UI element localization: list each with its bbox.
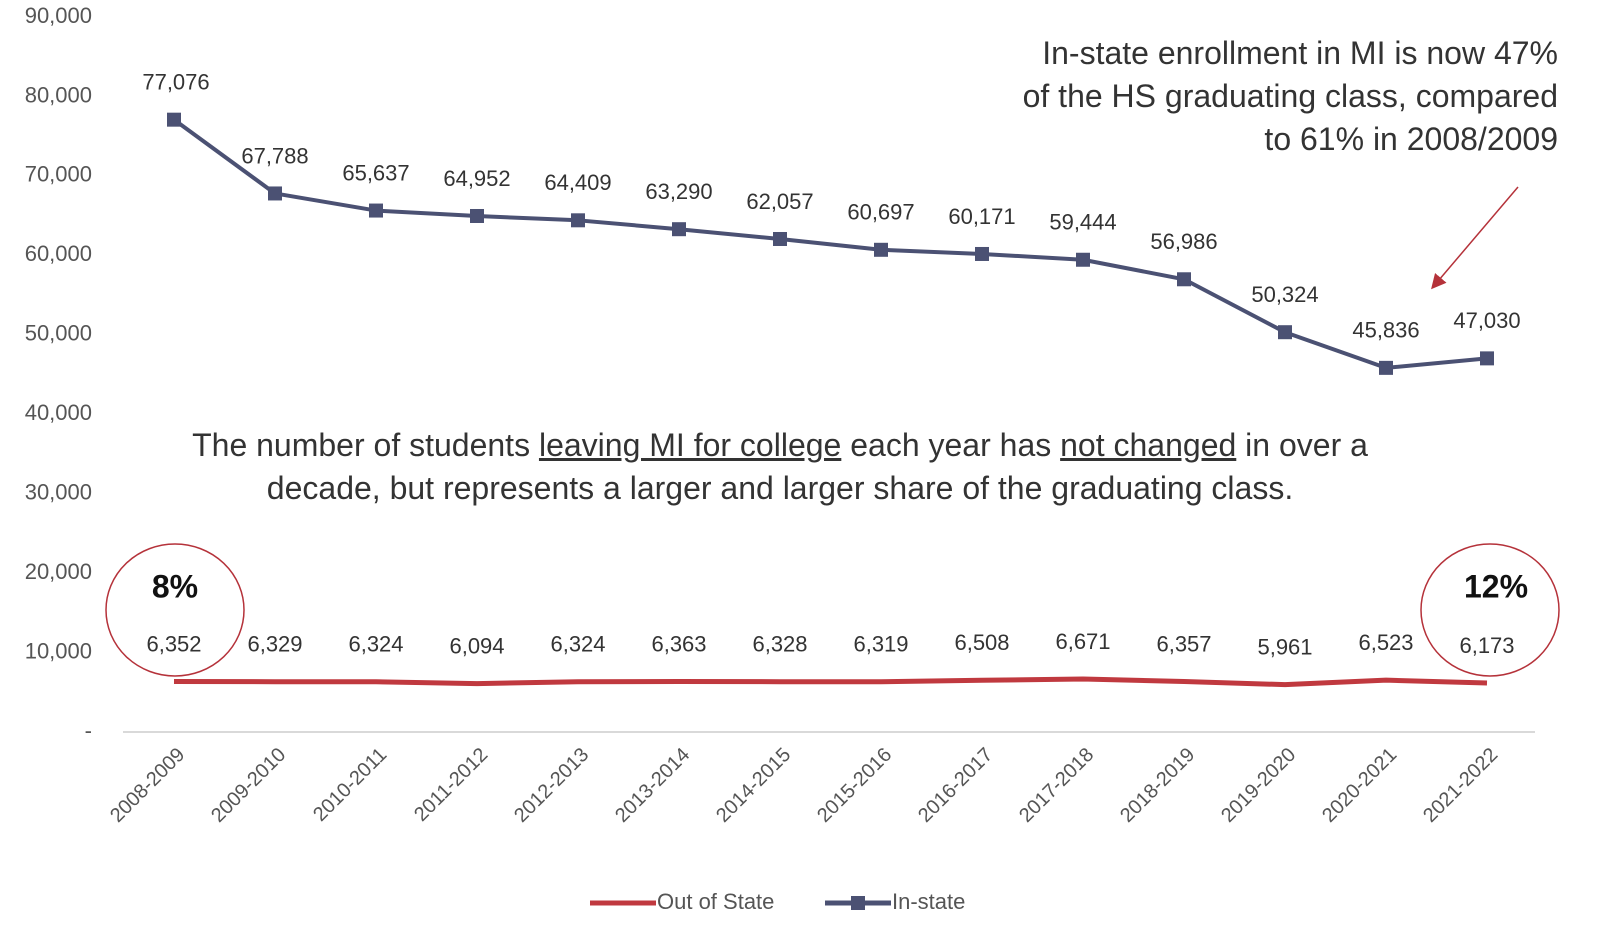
marker [672,222,686,237]
annotation-part: each year has [841,427,1061,463]
x-tick-label: 2019-2020 [1217,744,1300,827]
y-tick-label: 90,000 [25,3,92,28]
marker [1177,272,1191,287]
value-label: 5,961 [1257,634,1312,659]
annotation-part: not changed [1060,427,1237,463]
marker [874,242,888,257]
y-tick-label: 70,000 [25,162,92,187]
x-tick-label: 2020-2021 [1318,744,1401,827]
y-tick-label: 60,000 [25,241,92,266]
y-tick-label: 40,000 [25,400,92,425]
y-tick-label: 20,000 [25,559,92,584]
value-label: 60,171 [948,204,1015,229]
value-label: 6,094 [449,633,504,658]
circle-label: 8% [152,568,198,604]
value-label: 47,030 [1453,308,1520,333]
value-label: 6,328 [752,632,807,657]
value-label: 62,057 [746,189,813,214]
value-label: 56,986 [1150,229,1217,254]
value-label: 6,173 [1459,633,1514,658]
annotation-part: in over a decade, but represents a large… [266,427,1368,506]
value-label: 6,671 [1055,629,1110,654]
y-tick-label: 10,000 [25,638,92,663]
x-tick-label: 2012-2013 [510,744,593,827]
marker [975,246,989,261]
marker [1076,252,1090,267]
value-label: 63,290 [645,179,712,204]
annotation: The number of students leaving MI for co… [150,424,1410,510]
x-tick-label: 2016-2017 [914,744,997,827]
y-tick-label: 80,000 [25,82,92,107]
x-tick-label: 2017-2018 [1015,744,1098,827]
marker [470,208,484,223]
x-tick-label: 2018-2019 [1116,744,1199,827]
marker [167,112,181,127]
value-label: 6,352 [146,631,201,656]
x-tick-label: 2010-2011 [309,744,391,826]
value-label: 67,788 [241,143,308,168]
legend-label: Out of State [657,889,774,914]
legend-label: In-state [892,889,965,914]
value-label: 6,324 [348,632,403,657]
y-tick-label: 50,000 [25,321,92,346]
value-label: 77,076 [142,69,209,94]
marker [773,231,787,246]
x-tick-label: 2015-2016 [813,744,896,827]
x-tick-label: 2009-2010 [207,744,290,827]
value-label: 6,523 [1358,630,1413,655]
x-tick-label: 2021-2022 [1419,744,1502,827]
marker [1379,360,1393,375]
annotation-part: The number of students [192,427,539,463]
x-tick-label: 2011-2012 [410,744,492,826]
legend-marker [851,896,865,910]
value-label: 60,697 [847,200,914,225]
series-line [172,118,1488,370]
annotation: In-state enrollment in MI is now 47% of … [1022,35,1558,157]
highlight-circle [1420,543,1560,677]
highlight-circle [105,543,245,677]
marker [1480,351,1494,366]
series-line [173,676,1488,688]
circle-label: 12% [1464,568,1528,604]
marker [369,203,383,218]
value-label: 45,836 [1352,318,1419,343]
marker [571,213,585,228]
value-label: 64,952 [443,166,510,191]
marker [268,186,282,201]
value-label: 6,319 [853,632,908,657]
value-label: 6,363 [651,631,706,656]
value-label: 59,444 [1049,210,1116,235]
value-label: 64,409 [544,170,611,195]
value-label: 50,324 [1251,282,1318,307]
value-label: 65,637 [342,160,409,185]
x-tick-label: 2008-2009 [106,744,189,827]
marker [1278,325,1292,340]
x-tick-label: 2013-2014 [611,744,694,827]
value-label: 6,508 [954,630,1009,655]
value-label: 6,324 [550,632,605,657]
x-tick-label: 2014-2015 [712,744,795,827]
y-tick-label: 30,000 [25,479,92,504]
annotation-part: leaving MI for college [538,427,842,463]
value-label: 6,357 [1156,631,1211,656]
arrow [1431,186,1519,290]
value-label: 6,329 [247,632,302,657]
y-tick-label: - [85,718,92,743]
